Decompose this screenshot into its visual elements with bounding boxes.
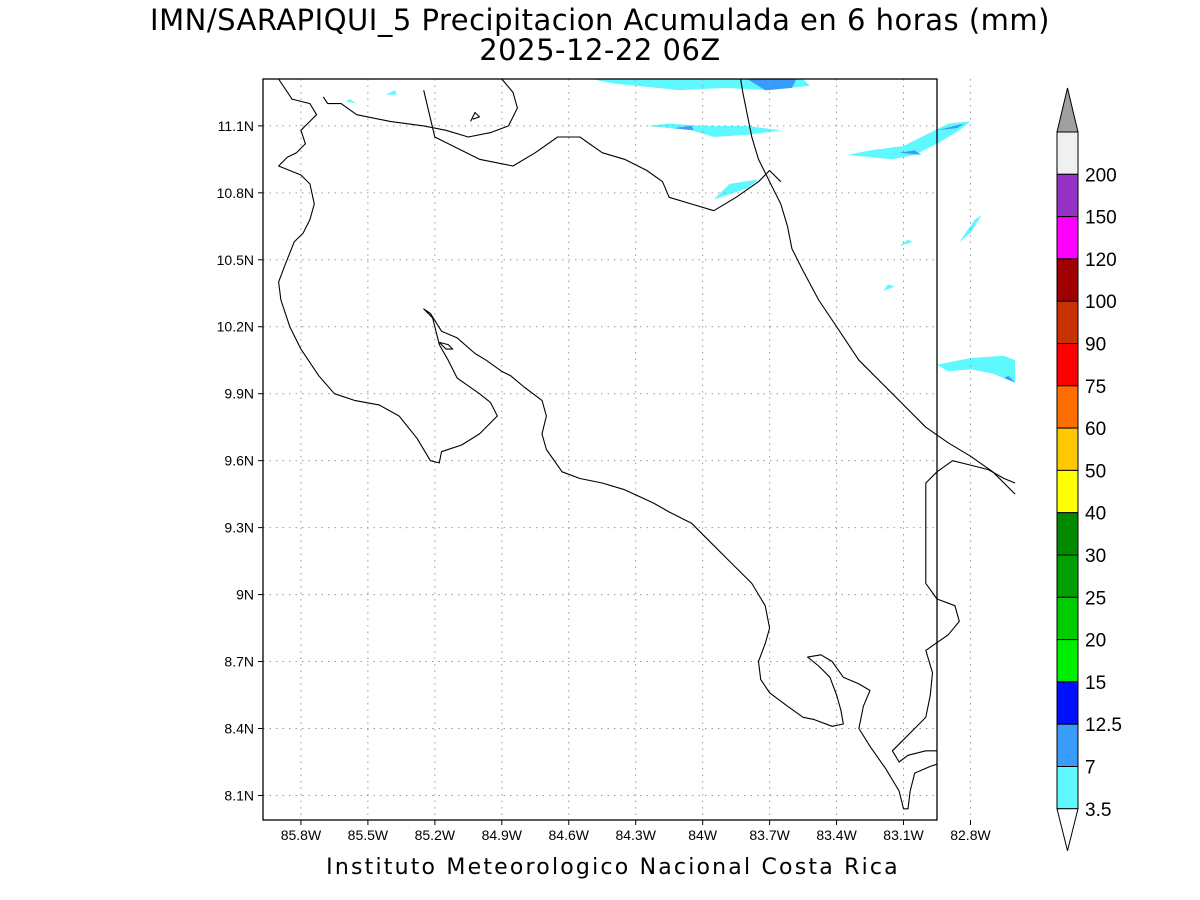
coastline (322, 78, 518, 138)
colorbar-label: 40 (1085, 504, 1106, 525)
coastline-layer (278, 78, 1016, 810)
chart-title: IMN/SARAPIQUI_5 Precipitacion Acumulada … (150, 3, 1050, 37)
colorbar-label: 25 (1085, 588, 1106, 609)
colorbar-label: 15 (1085, 673, 1106, 694)
footer-credit: Instituto Meteorologico Nacional Costa R… (326, 855, 900, 880)
colorbar-segment (1056, 512, 1079, 556)
longitude-axis: 85.8W 85.5W 85.2W 84.9W 84.6W 84.3W 84W 83.7W 83… (281, 820, 991, 843)
lon-tick-label: 85.8W (281, 827, 322, 843)
precip-patch (847, 121, 971, 160)
precip-patch (646, 123, 781, 137)
lat-tick-label: 9.6N (224, 453, 254, 469)
lon-tick-label: 85.5W (348, 827, 389, 843)
coastline (423, 90, 782, 212)
lat-tick-label: 8.7N (224, 654, 254, 670)
colorbar-label: 90 (1085, 335, 1106, 356)
precip-patch (713, 179, 759, 200)
colorbar-lower-arrow (1056, 808, 1079, 851)
colorbar-segment (1056, 343, 1079, 387)
lat-tick-label: 11.1N (218, 118, 254, 134)
colorbar-label: 50 (1085, 461, 1106, 482)
colorbar-segment (1056, 639, 1079, 683)
precip-patch (937, 355, 1016, 383)
lon-tick-label: 82.8W (950, 827, 991, 843)
colorbar-upper-arrow (1056, 87, 1079, 133)
lat-tick-label: 8.1N (224, 787, 254, 803)
colorbar-segment (1056, 216, 1079, 260)
lat-lon-grid (263, 79, 971, 820)
colorbar-label: 120 (1085, 250, 1117, 271)
colorbar-label: 100 (1085, 292, 1117, 313)
colorbar-label: 150 (1085, 208, 1117, 229)
lat-tick-label: 9.3N (224, 520, 254, 536)
lon-tick-label: 83.4W (816, 827, 857, 843)
lon-tick-label: 84.3W (615, 827, 656, 843)
colorbar-segment (1056, 427, 1079, 471)
colorbar-label: 30 (1085, 546, 1106, 567)
lon-tick-label: 84.6W (549, 827, 590, 843)
lat-tick-label: 10.8N (217, 185, 254, 201)
precip-patch (1004, 375, 1016, 383)
colorbar-label: 20 (1085, 631, 1106, 652)
colorbar-legend: 3.5 7 12.5 15 20 25 30 40 50 60 75 90 100 120 150 200 (1056, 87, 1122, 851)
precip-patch (385, 90, 397, 95)
colorbar-segment (1056, 766, 1079, 810)
latitude-axis: 11.1N 10.8N 10.5N 10.2N 9.9N 9.6N 9.3N 9N 8.7N 8.… (217, 118, 263, 803)
precip-patch (899, 150, 922, 155)
coastline (740, 78, 1016, 495)
coastline (470, 111, 481, 122)
precip-patch (673, 125, 694, 131)
colorbar-segment (1056, 554, 1079, 598)
lat-tick-label: 10.2N (217, 319, 254, 335)
colorbar-segment (1056, 681, 1079, 725)
colorbar-label: 7 (1085, 758, 1096, 779)
colorbar-segment (1056, 173, 1079, 218)
colorbar-label: 12.5 (1085, 715, 1122, 736)
precip-patch (345, 99, 357, 104)
map-frame (262, 78, 938, 821)
chart-subtitle-date: 2025-12-22 06Z (479, 33, 721, 67)
lat-tick-label: 10.5N (217, 252, 254, 268)
lon-tick-label: 83.1W (883, 827, 924, 843)
colorbar-label: 200 (1085, 165, 1117, 186)
lat-tick-label: 8.4N (224, 720, 254, 736)
lon-tick-label: 85.2W (415, 827, 456, 843)
colorbar-label: 60 (1085, 419, 1106, 440)
precip-patch (899, 239, 913, 247)
lon-tick-label: 84.9W (482, 827, 523, 843)
colorbar-segment (1056, 131, 1079, 175)
coastline (438, 341, 454, 350)
lon-tick-label: 83.7W (749, 827, 790, 843)
colorbar-segment (1056, 258, 1079, 302)
colorbar-label: 3.5 (1085, 800, 1111, 821)
lat-tick-label: 9.9N (224, 386, 254, 402)
precipitation-layer (345, 79, 1016, 383)
colorbar-segment (1056, 723, 1079, 768)
lon-tick-label: 84W (688, 827, 718, 843)
colorbar-segment (1056, 385, 1079, 429)
colorbar-label: 75 (1085, 377, 1106, 398)
coastline (891, 460, 1016, 763)
coastline (278, 78, 938, 810)
lat-tick-label: 9N (236, 587, 254, 603)
precip-patch (747, 79, 797, 91)
colorbar-segment (1056, 469, 1079, 514)
colorbar-segment (1056, 596, 1079, 641)
precip-patch (937, 123, 964, 131)
precip-patch (883, 284, 895, 291)
colorbar-segment (1056, 300, 1079, 345)
